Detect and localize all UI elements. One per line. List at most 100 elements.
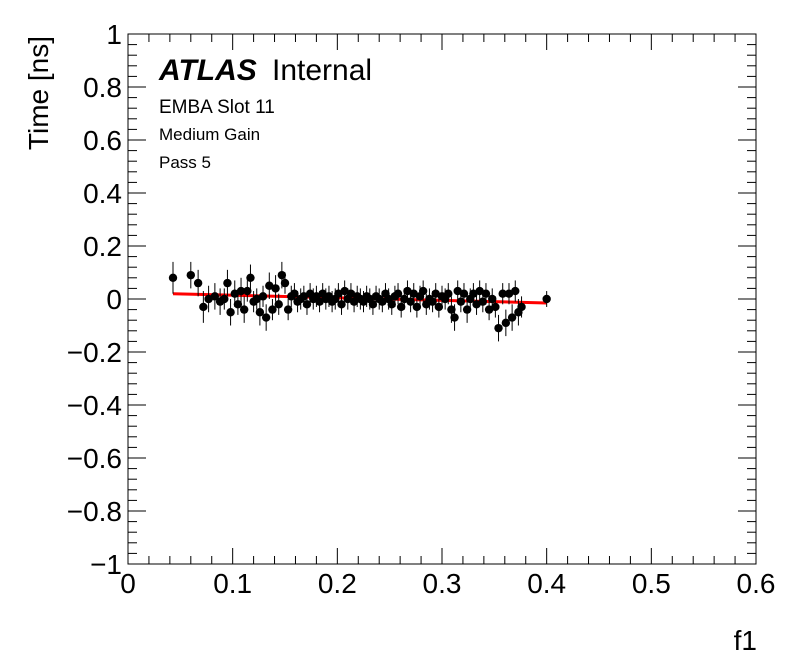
y-tick-label: 0.2 — [83, 231, 122, 262]
point-marker — [418, 286, 428, 296]
y-tick-label: −0.8 — [67, 496, 122, 527]
point-marker — [431, 289, 440, 298]
y-tick-label: 0.4 — [83, 178, 122, 209]
y-tick-label: 0.6 — [83, 125, 122, 156]
x-tick-label: 0.4 — [527, 568, 566, 599]
y-tick-label: 0 — [106, 284, 122, 315]
point-marker — [277, 270, 287, 280]
x-tick-label: 0.5 — [632, 568, 671, 599]
point-marker — [444, 289, 453, 298]
data-point — [494, 314, 503, 342]
point-marker — [346, 289, 356, 298]
point-marker — [428, 297, 437, 306]
annotation-line1: EMBA Slot 11 — [159, 97, 275, 118]
data-point — [501, 309, 511, 337]
point-marker — [223, 278, 232, 288]
data-point — [265, 272, 274, 299]
data-point — [274, 293, 283, 315]
point-marker — [456, 297, 466, 306]
data-point — [475, 280, 484, 302]
point-marker — [193, 278, 203, 288]
point-marker — [400, 294, 409, 304]
data-point — [450, 304, 459, 331]
data-point — [403, 280, 412, 302]
point-marker — [511, 286, 520, 296]
point-marker — [494, 323, 503, 333]
point-marker — [434, 302, 444, 312]
point-marker — [387, 300, 396, 309]
internal-label: Internal — [272, 54, 372, 87]
point-marker — [274, 300, 283, 309]
x-tick-label: 0.6 — [737, 568, 776, 599]
point-marker — [280, 278, 290, 288]
data-point — [239, 296, 249, 323]
y-tick-label: 1 — [106, 19, 122, 50]
data-point — [258, 285, 268, 307]
data-point — [431, 283, 440, 305]
point-marker — [302, 300, 312, 309]
data-point — [444, 283, 453, 305]
data-point — [542, 291, 551, 307]
data-point — [418, 280, 428, 302]
y-tick-label: −0.2 — [67, 337, 122, 368]
point-marker — [315, 297, 324, 306]
data-point — [280, 272, 290, 294]
data-point — [283, 299, 293, 321]
data-point — [393, 283, 403, 305]
point-marker — [233, 300, 243, 309]
data-point — [507, 304, 517, 331]
point-marker — [507, 313, 517, 322]
point-marker — [488, 294, 497, 304]
data-point — [199, 291, 208, 323]
point-marker — [498, 289, 507, 298]
point-marker — [299, 292, 309, 301]
point-marker — [501, 318, 511, 328]
point-marker — [168, 273, 178, 282]
x-tick-label: 0.1 — [213, 568, 252, 599]
point-marker — [283, 305, 293, 314]
point-marker — [268, 305, 277, 314]
point-marker — [459, 289, 469, 298]
data-point — [498, 283, 507, 305]
data-point — [186, 261, 195, 289]
point-marker — [230, 289, 239, 298]
point-marker — [337, 300, 346, 309]
data-point — [517, 296, 526, 318]
point-marker — [403, 286, 412, 296]
point-marker — [239, 305, 249, 314]
data-point — [268, 299, 277, 321]
data-point — [193, 269, 203, 297]
point-marker — [412, 302, 422, 312]
point-marker — [252, 294, 261, 304]
y-axis-label: Time [ns] — [23, 36, 54, 150]
x-tick-label: 0.3 — [423, 568, 462, 599]
point-marker — [484, 305, 494, 314]
point-marker — [450, 313, 459, 322]
point-marker — [334, 289, 343, 298]
point-marker — [472, 300, 481, 309]
data-point — [233, 293, 243, 315]
tick-labels: 0 0.1 0.2 0.3 0.4 0.5 0.6 −1 −0.8 −0.6 −0.4 −0.2 0 0.… — [67, 19, 776, 599]
data-point — [337, 293, 346, 315]
atlas-label: ATLAS — [158, 54, 257, 87]
data-point — [511, 280, 520, 302]
point-marker — [447, 305, 456, 314]
point-marker — [378, 297, 387, 306]
point-marker — [453, 286, 462, 296]
point-marker — [491, 302, 500, 312]
data-point — [204, 285, 213, 313]
data-point — [481, 283, 491, 305]
point-marker — [186, 270, 195, 280]
data-point — [412, 296, 422, 318]
data-point — [409, 283, 418, 305]
data-point — [220, 288, 229, 310]
point-marker — [220, 294, 229, 304]
point-marker — [243, 286, 252, 296]
point-marker — [204, 294, 213, 304]
data-point — [434, 296, 444, 318]
data-point — [472, 293, 481, 315]
data-point — [255, 299, 265, 326]
data-point — [504, 283, 514, 305]
point-marker — [199, 302, 208, 312]
data-point — [453, 280, 462, 302]
